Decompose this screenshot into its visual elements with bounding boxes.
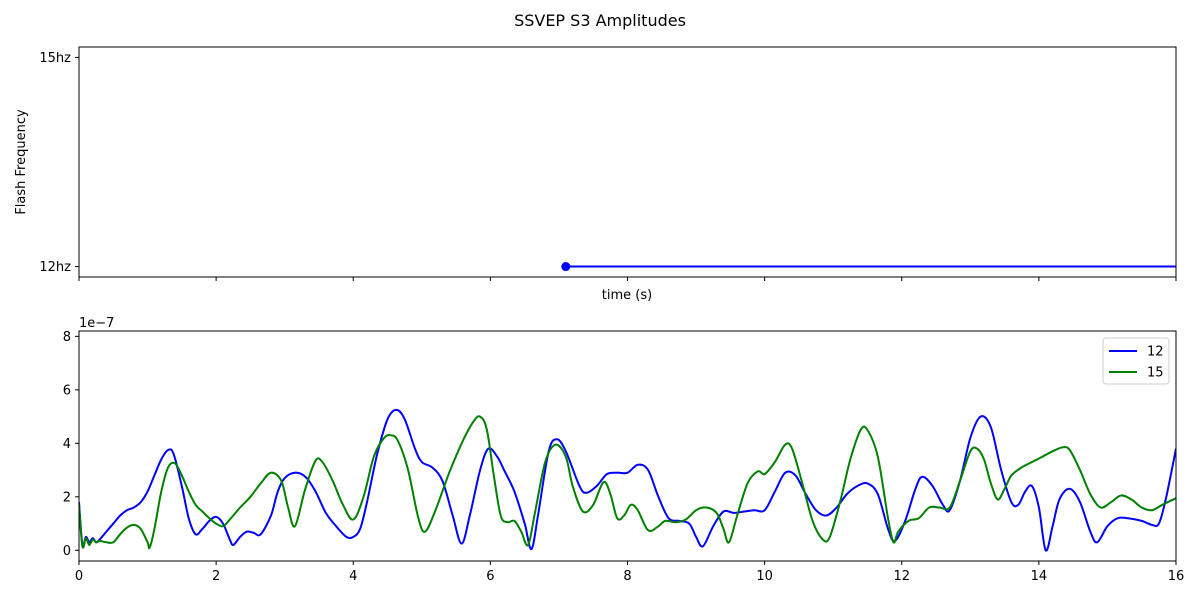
legend-label-12: 12 [1147,345,1164,360]
bottom-x-tick-label: 4 [349,569,357,584]
series-line-15 [79,415,1176,550]
bottom-series-group [79,408,1176,552]
bottom-x-tick-label: 14 [1031,569,1048,584]
bottom-x-tick-label: 16 [1168,569,1185,584]
bottom-y-tick-label: 4 [63,437,71,452]
bottom-x-tick-label: 6 [486,569,494,584]
bottom-x-tick-label: 0 [75,569,83,584]
bottom-y-tick-label: 0 [63,544,71,559]
bottom-offset-label: 1e−7 [79,316,114,331]
top-y-tick-label: 15hz [39,51,71,66]
top-y-axis-label: Flash Frequency [14,109,29,215]
top-series-marker [561,262,571,272]
legend-label-15: 15 [1147,366,1164,381]
bottom-x-tick-label: 10 [756,569,773,584]
bottom-y-tick-label: 2 [63,490,71,505]
top-x-axis-label: time (s) [602,288,652,303]
bottom-y-tick-label: 8 [63,330,71,345]
bottom-x-tick-label: 12 [893,569,910,584]
bottom-x-tick-label: 2 [212,569,220,584]
series-line-12 [79,408,1176,552]
top-chart: 12hz 15hz [39,46,1177,281]
bottom-y-tick-label: 6 [63,383,71,398]
top-y-tick-label: 12hz [39,260,71,275]
bottom-x-tick-label: 8 [623,569,631,584]
figure-title: SSVEP S3 Amplitudes [514,11,686,30]
